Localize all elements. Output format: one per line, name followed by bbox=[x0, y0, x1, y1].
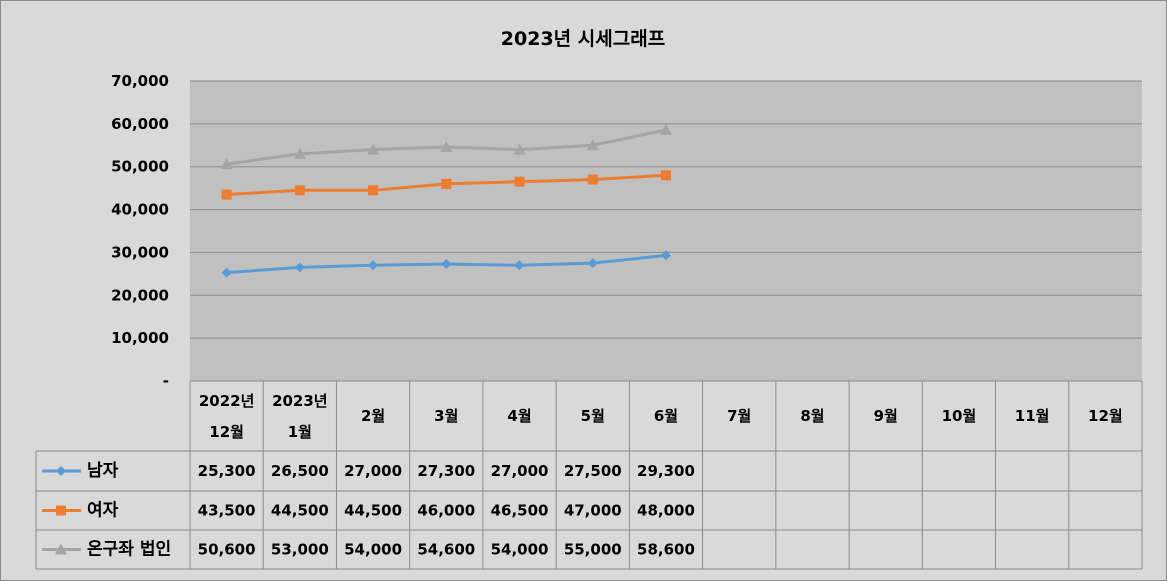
data-point bbox=[441, 178, 452, 189]
legend-key-marker bbox=[55, 543, 67, 555]
data-point bbox=[220, 158, 233, 170]
data-point bbox=[587, 174, 598, 185]
legend-label: 여자 bbox=[87, 501, 119, 521]
x-tick-label: 2023년 bbox=[272, 392, 328, 410]
table-value: 58,600 bbox=[637, 541, 695, 559]
table-value: 47,000 bbox=[564, 502, 622, 520]
x-tick-label: 5월 bbox=[581, 407, 605, 425]
data-point bbox=[294, 262, 305, 273]
y-tick-label: - bbox=[163, 372, 169, 390]
legend-label: 온구좌 법인 bbox=[87, 540, 171, 560]
table-value: 27,000 bbox=[344, 462, 402, 480]
y-tick-label: 10,000 bbox=[111, 329, 169, 347]
table-value: 44,500 bbox=[271, 502, 329, 520]
table-value: 27,300 bbox=[417, 462, 475, 480]
y-tick-label: 50,000 bbox=[111, 158, 169, 176]
legend-key-marker bbox=[56, 466, 66, 476]
table-value: 55,000 bbox=[564, 541, 622, 559]
x-tick-label: 3월 bbox=[434, 407, 458, 425]
data-point bbox=[368, 185, 379, 196]
x-tick-label: 12월 bbox=[1088, 407, 1123, 425]
table-value: 29,300 bbox=[637, 462, 695, 480]
table-value: 27,500 bbox=[564, 462, 622, 480]
table-value: 26,500 bbox=[271, 462, 329, 480]
data-point bbox=[513, 143, 526, 155]
y-tick-label: 20,000 bbox=[111, 286, 169, 304]
table-value: 50,600 bbox=[198, 541, 256, 559]
data-point bbox=[514, 260, 525, 271]
data-point bbox=[661, 250, 671, 261]
data-point bbox=[514, 176, 525, 187]
data-point bbox=[587, 258, 598, 269]
table-value: 53,000 bbox=[271, 541, 329, 559]
data-point bbox=[441, 259, 452, 269]
data-point bbox=[368, 260, 379, 271]
table-value: 25,300 bbox=[198, 462, 256, 480]
x-tick-label: 10월 bbox=[942, 407, 977, 425]
x-tick-label: 1월 bbox=[288, 423, 312, 441]
x-tick-label: 9월 bbox=[874, 407, 898, 425]
table-value: 46,000 bbox=[417, 502, 475, 520]
x-tick-label: 6월 bbox=[654, 407, 678, 425]
data-point bbox=[293, 147, 306, 159]
x-tick-label: 8월 bbox=[800, 407, 824, 425]
x-tick-label: 7월 bbox=[727, 407, 751, 425]
legend-key-marker bbox=[56, 505, 66, 516]
table-value: 54,000 bbox=[491, 541, 549, 559]
table-value: 48,000 bbox=[637, 502, 695, 520]
y-tick-label: 60,000 bbox=[111, 115, 169, 133]
table-value: 44,500 bbox=[344, 502, 402, 520]
data-point bbox=[660, 123, 672, 135]
data-point bbox=[221, 189, 232, 200]
data-point bbox=[367, 143, 380, 155]
table-value: 27,000 bbox=[491, 462, 549, 480]
chart-title: 2023년 시세그래프 bbox=[501, 28, 665, 50]
x-tick-label: 4월 bbox=[507, 407, 531, 425]
y-tick-label: 70,000 bbox=[111, 72, 169, 90]
table-value: 54,000 bbox=[344, 541, 402, 559]
data-point bbox=[294, 185, 305, 196]
data-point bbox=[586, 139, 599, 151]
table-value: 43,500 bbox=[198, 502, 256, 520]
data-point bbox=[221, 267, 232, 278]
table-value: 54,600 bbox=[417, 541, 475, 559]
x-tick-label: 2022년 bbox=[199, 392, 255, 410]
x-tick-label: 12월 bbox=[209, 423, 244, 441]
legend-label: 남자 bbox=[87, 461, 119, 481]
x-tick-label: 2월 bbox=[361, 407, 385, 425]
data-point bbox=[661, 170, 671, 181]
y-tick-label: 40,000 bbox=[111, 201, 169, 219]
table-value: 46,500 bbox=[491, 502, 549, 520]
y-tick-label: 30,000 bbox=[111, 243, 169, 261]
x-tick-label: 11월 bbox=[1015, 407, 1050, 425]
data-point bbox=[440, 141, 453, 152]
